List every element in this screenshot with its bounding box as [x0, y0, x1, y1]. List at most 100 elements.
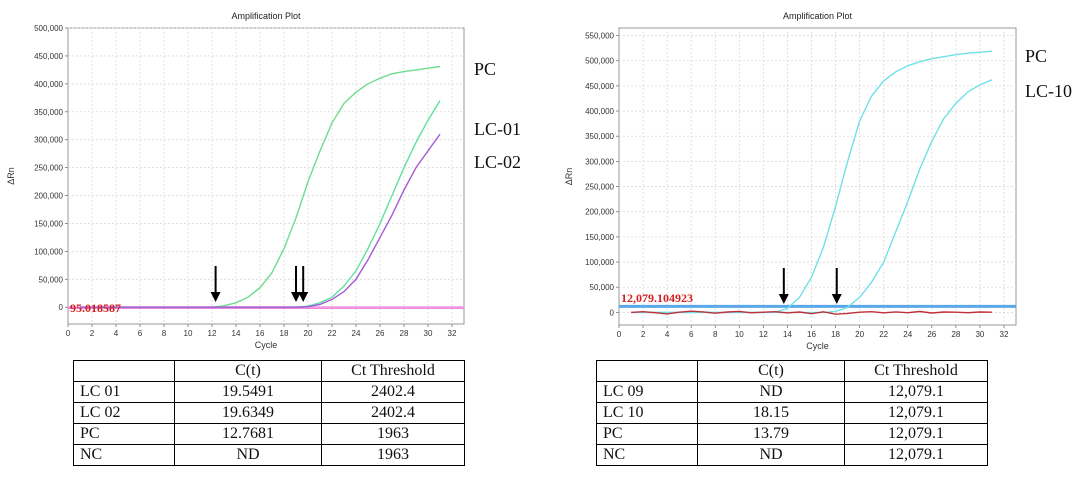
y-tick-label: 300,000	[34, 136, 63, 145]
table-cell: 12.7681	[174, 423, 322, 445]
x-tick-label: 22	[879, 330, 888, 339]
y-tick-label: 150,000	[34, 219, 63, 228]
y-tick-label: 500,000	[34, 24, 63, 33]
y-tick-label: 50,000	[39, 275, 64, 284]
series-label: PC	[474, 59, 496, 79]
y-axis-label: ΔRn	[564, 168, 574, 186]
table-header-cell: Ct Threshold	[844, 360, 988, 382]
x-tick-label: 18	[280, 329, 289, 338]
series-label: LC-10	[1025, 81, 1072, 101]
x-tick-label: 28	[400, 329, 409, 338]
x-tick-label: 26	[927, 330, 936, 339]
x-tick-label: 12	[759, 330, 768, 339]
y-tick-label: 0	[610, 308, 615, 317]
x-tick-label: 12	[208, 329, 217, 338]
y-tick-label: 400,000	[34, 80, 63, 89]
table-cell: 12,079.1	[844, 423, 988, 445]
x-tick-label: 26	[376, 329, 385, 338]
x-axis-label: Cycle	[255, 340, 278, 350]
y-tick-label: 500,000	[585, 57, 614, 66]
table-cell: 12,079.1	[844, 402, 988, 424]
y-tick-label: 400,000	[585, 107, 614, 116]
x-tick-label: 30	[975, 330, 984, 339]
y-tick-label: 250,000	[34, 164, 63, 173]
y-tick-label: 550,000	[585, 32, 614, 41]
table-cell: LC 02	[73, 402, 175, 424]
x-tick-label: 32	[448, 329, 457, 338]
x-tick-label: 0	[66, 329, 71, 338]
table-cell: 2402.4	[321, 402, 465, 424]
table-cell: NC	[73, 444, 175, 466]
y-tick-label: 0	[59, 303, 64, 312]
table-row: LC 10 18.15 12,079.1	[596, 402, 988, 424]
table-row: LC 09 ND 12,079.1	[596, 381, 988, 403]
table-cell: 1963	[321, 423, 465, 445]
x-tick-label: 30	[424, 329, 433, 338]
table-cell: 2402.4	[321, 381, 465, 403]
table-cell: 13.79	[697, 423, 845, 445]
series-line	[631, 79, 993, 314]
ct-table-left: C(t) Ct Threshold LC 01 19.5491 2402.4 L…	[73, 360, 465, 466]
y-axis-label: ΔRn	[6, 167, 16, 185]
table-cell: 12,079.1	[844, 381, 988, 403]
x-tick-label: 14	[783, 330, 792, 339]
y-tick-label: 200,000	[585, 208, 614, 217]
table-header-cell	[596, 360, 698, 382]
table-cell: 1963	[321, 444, 465, 466]
y-tick-label: 350,000	[34, 108, 63, 117]
ct-table-right: C(t) Ct Threshold LC 09 ND 12,079.1 LC 1…	[596, 360, 988, 466]
y-tick-label: 450,000	[585, 82, 614, 91]
x-tick-label: 28	[951, 330, 960, 339]
series-label: PC	[1025, 46, 1047, 66]
table-cell: 19.6349	[174, 402, 322, 424]
series-label: LC-01	[474, 119, 521, 139]
x-tick-label: 20	[855, 330, 864, 339]
table-cell: PC	[596, 423, 698, 445]
x-axis-label: Cycle	[806, 341, 829, 351]
table-cell: ND	[697, 444, 845, 466]
table-cell: NC	[596, 444, 698, 466]
series-line	[630, 310, 992, 315]
table-header-row: C(t) Ct Threshold	[596, 360, 988, 382]
x-tick-label: 22	[328, 329, 337, 338]
chart-title: Amplification Plot	[231, 11, 301, 21]
table-cell: ND	[697, 381, 845, 403]
x-tick-label: 16	[256, 329, 265, 338]
table-header-cell: C(t)	[697, 360, 845, 382]
x-tick-label: 20	[304, 329, 313, 338]
x-tick-label: 32	[1000, 330, 1009, 339]
x-tick-label: 10	[735, 330, 744, 339]
x-tick-label: 6	[138, 329, 143, 338]
x-tick-label: 14	[232, 329, 241, 338]
y-tick-label: 100,000	[34, 247, 63, 256]
table-cell: 19.5491	[174, 381, 322, 403]
left-panel: Amplification Plot 0 2 4 6 8 10 12 14 16 18 20 22 24 2…	[0, 0, 540, 477]
x-tick-label: 2	[641, 330, 646, 339]
table-cell: PC	[73, 423, 175, 445]
y-tick-label: 100,000	[585, 258, 614, 267]
table-cell: 12,079.1	[844, 444, 988, 466]
chart-title: Amplification Plot	[783, 11, 853, 21]
table-cell: LC 09	[596, 381, 698, 403]
table-header-cell: Ct Threshold	[321, 360, 465, 382]
y-tick-label: 350,000	[585, 132, 614, 141]
y-tick-label: 150,000	[585, 233, 614, 242]
x-tick-label: 0	[617, 330, 622, 339]
y-tick-label: 250,000	[585, 183, 614, 192]
table-row: NC ND 12,079.1	[596, 444, 988, 466]
x-tick-label: 24	[903, 330, 912, 339]
plot-area	[618, 27, 1017, 326]
x-tick-label: 18	[831, 330, 840, 339]
right-panel: Amplification Plot 0 2 4 6 8 10 12 14 16 18 20 22 24 2…	[562, 0, 1085, 477]
table-row: LC 02 19.6349 2402.4	[73, 402, 465, 424]
x-tick-label: 6	[689, 330, 694, 339]
x-tick-label: 8	[162, 329, 167, 338]
x-tick-label: 10	[184, 329, 193, 338]
y-tick-label: 200,000	[34, 192, 63, 201]
plot-area	[67, 27, 465, 325]
table-cell: LC 10	[596, 402, 698, 424]
table-header-cell: C(t)	[174, 360, 322, 382]
y-tick-label: 50,000	[590, 283, 615, 292]
threshold-value-label: 95.018587	[70, 301, 121, 315]
